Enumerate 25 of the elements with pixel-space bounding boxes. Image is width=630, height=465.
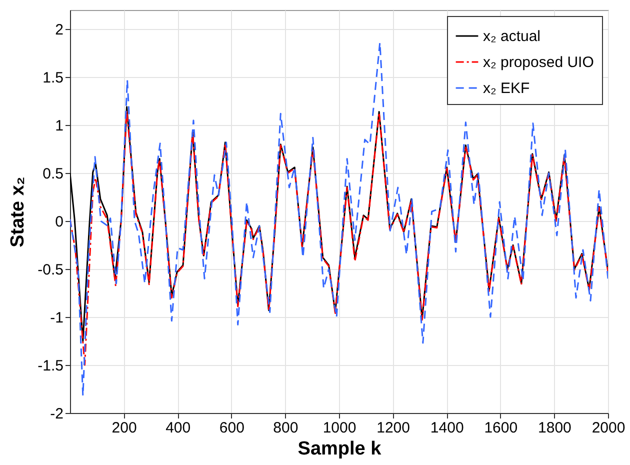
y-tick-label: 2 bbox=[55, 22, 64, 39]
line-series bbox=[70, 42, 608, 396]
legend-label: x₂ actual bbox=[483, 28, 541, 45]
x-tick-label: 2000 bbox=[592, 420, 626, 436]
x-tick-label: 600 bbox=[219, 420, 244, 436]
legend-label: x₂ EKF bbox=[483, 80, 530, 97]
y-tick-label: 0.5 bbox=[42, 166, 64, 183]
y-tick-label: 1.5 bbox=[42, 70, 64, 87]
x-tick-label: 400 bbox=[166, 420, 191, 436]
x-tick-label: 1000 bbox=[322, 420, 356, 436]
x-axis-title: Sample k bbox=[298, 438, 382, 460]
x-tick-label: 200 bbox=[112, 420, 137, 436]
x-tick-label: 1200 bbox=[376, 420, 410, 436]
x-tick-label: 800 bbox=[273, 420, 298, 436]
y-tick-label: 0 bbox=[55, 214, 64, 231]
x-tick-label: 1600 bbox=[484, 420, 518, 436]
y-axis-title: State x₂ bbox=[8, 176, 29, 248]
y-tick-label: -0.5 bbox=[38, 262, 64, 279]
y-tick-label: -1.5 bbox=[38, 358, 64, 375]
y-tick-label: -2 bbox=[50, 406, 64, 422]
y-tick-label: 1 bbox=[55, 118, 64, 135]
legend-label: x₂ proposed UIO bbox=[483, 54, 594, 71]
y-tick-label: -1 bbox=[50, 310, 64, 327]
x-tick-label: 1400 bbox=[430, 420, 464, 436]
x-tick-label: 1800 bbox=[538, 420, 572, 436]
